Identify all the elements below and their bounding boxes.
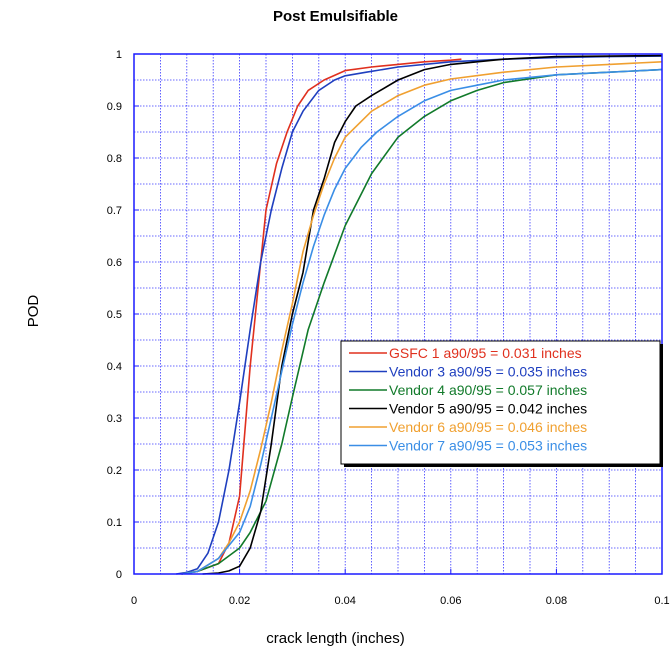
y-tick-label: 0.5 — [107, 309, 122, 321]
x-tick-label: 0.1 — [654, 595, 669, 607]
x-tick-label: 0 — [131, 595, 137, 607]
chart-title: Post Emulsifiable — [272, 8, 399, 25]
y-tick-label: 0.1 — [107, 517, 122, 529]
grid-lines — [134, 54, 662, 574]
x-tick-label: 0.04 — [334, 595, 355, 607]
series-line — [202, 54, 663, 575]
legend-entry: Vendor 4 a90/95 = 0.057 inches — [389, 382, 587, 398]
legend-entry: Vendor 7 a90/95 = 0.053 inches — [389, 438, 587, 454]
legend-entry: GSFC 1 a90/95 = 0.031 inches — [389, 345, 582, 361]
series-line — [176, 55, 663, 575]
y-tick-label: 0.9 — [107, 101, 122, 113]
y-tick-label: 0.3 — [107, 413, 122, 425]
y-tick-label: 0.2 — [107, 465, 122, 477]
y-tick-label: 0.6 — [107, 257, 122, 269]
series-line — [181, 68, 663, 575]
y-tick-label: 0.7 — [107, 205, 122, 217]
legend: GSFC 1 a90/95 = 0.031 inches Vendor 3 a90… — [340, 340, 663, 467]
y-tick-label: 0.8 — [107, 153, 122, 165]
series-line — [181, 68, 663, 575]
legend-entry: Vendor 6 a90/95 = 0.046 inches — [389, 419, 587, 435]
y-tick-label: 0.4 — [107, 361, 122, 373]
x-axis-label: crack length (inches) — [266, 630, 405, 647]
series-line — [181, 61, 663, 575]
legend-box — [340, 340, 661, 465]
legend-entry: Vendor 5 a90/95 = 0.042 inches — [389, 401, 587, 417]
y-tick-label: 0 — [116, 569, 122, 581]
x-tick-label: 0.08 — [546, 595, 567, 607]
tick-labels: 0 0.02 0.04 0.06 0.08 0.1 0 0.1 0.2 0.3 0.4 0.5 0.6 0… — [107, 49, 670, 607]
x-tick-label: 0.02 — [229, 595, 250, 607]
x-tick-label: 0.06 — [440, 595, 461, 607]
legend-entry: Vendor 3 a90/95 = 0.035 inches — [389, 364, 587, 380]
series-lines — [176, 54, 663, 575]
y-tick-label: 1 — [116, 49, 122, 61]
